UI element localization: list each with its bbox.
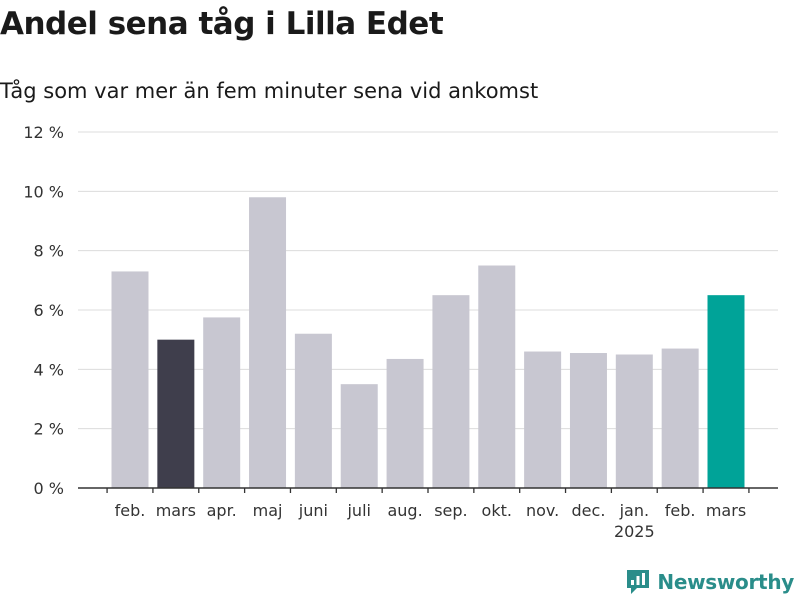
y-tick-label: 2 % (34, 420, 64, 439)
x-tick-label: dec. (572, 501, 606, 520)
y-tick-label: 4 % (34, 360, 64, 379)
bar (432, 295, 470, 488)
bar (661, 348, 699, 488)
bar (249, 197, 287, 488)
x-tick-label: juli (346, 501, 370, 520)
x-year-label: 2025 (614, 522, 655, 541)
x-tick-label: juni (298, 501, 328, 520)
bar (707, 295, 745, 488)
x-tick-label: maj (253, 501, 283, 520)
x-tick-label: nov. (526, 501, 559, 520)
bar (478, 265, 516, 488)
bar (157, 339, 195, 488)
x-tick-label: sep. (434, 501, 467, 520)
y-tick-label: 10 % (23, 182, 64, 201)
newsworthy-logo: Newsworthy (625, 568, 794, 596)
x-tick-label: aug. (387, 501, 422, 520)
x-tick-label: apr. (207, 501, 237, 520)
y-tick-label: 0 % (34, 479, 64, 498)
bar (294, 333, 332, 488)
chart-title: Andel sena tåg i Lilla Edet (0, 6, 444, 42)
x-tick-label: mars (706, 501, 746, 520)
y-tick-label: 12 % (23, 123, 64, 142)
bar (615, 354, 653, 488)
bar-chart: 0 %2 %4 %6 %8 %10 %12 %feb. mars apr. maj ju… (23, 123, 778, 541)
brand-name: Newsworthy (657, 570, 794, 594)
newsworthy-logo-icon (627, 570, 650, 594)
x-tick-label: feb. (115, 501, 146, 520)
y-tick-label: 6 % (34, 301, 64, 320)
chart-subtitle: Tåg som var mer än fem minuter sena vid … (0, 79, 539, 103)
bar (340, 384, 378, 488)
bar (386, 358, 424, 488)
bar (111, 271, 149, 488)
x-tick-label: mars (156, 501, 196, 520)
bar (524, 351, 562, 488)
y-tick-label: 8 % (34, 242, 64, 261)
bar (569, 353, 607, 488)
x-tick-label: feb. (665, 501, 696, 520)
x-tick-label: okt. (482, 501, 512, 520)
x-tick-label: jan. (619, 501, 649, 520)
bar (203, 317, 241, 488)
